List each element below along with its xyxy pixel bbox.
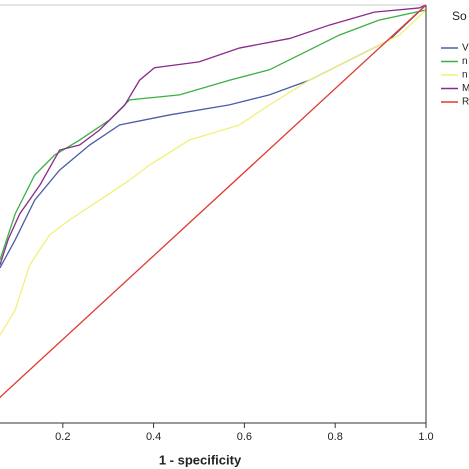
- legend-label: n: [462, 56, 468, 67]
- x-tick-label: 1.0: [418, 431, 433, 443]
- x-tick-label: 0.2: [55, 431, 70, 443]
- legend-title: So: [452, 9, 467, 23]
- x-axis-title: 1 - specificity: [159, 452, 242, 467]
- x-tick-label: 0.4: [146, 431, 161, 443]
- legend-label: R: [462, 97, 469, 108]
- roc-line: [0, 9, 427, 336]
- legend-label: M: [462, 83, 469, 94]
- roc-line: [0, 9, 427, 261]
- roc-line: [0, 4, 427, 269]
- x-tick-label: 0.8: [328, 431, 343, 443]
- x-tick-label: 0.6: [237, 431, 252, 443]
- legend-label: n: [462, 70, 468, 81]
- roc-line: [0, 4, 427, 399]
- legend-label: V: [462, 43, 469, 54]
- roc-line: [0, 4, 427, 266]
- plot-area: [0, 4, 427, 399]
